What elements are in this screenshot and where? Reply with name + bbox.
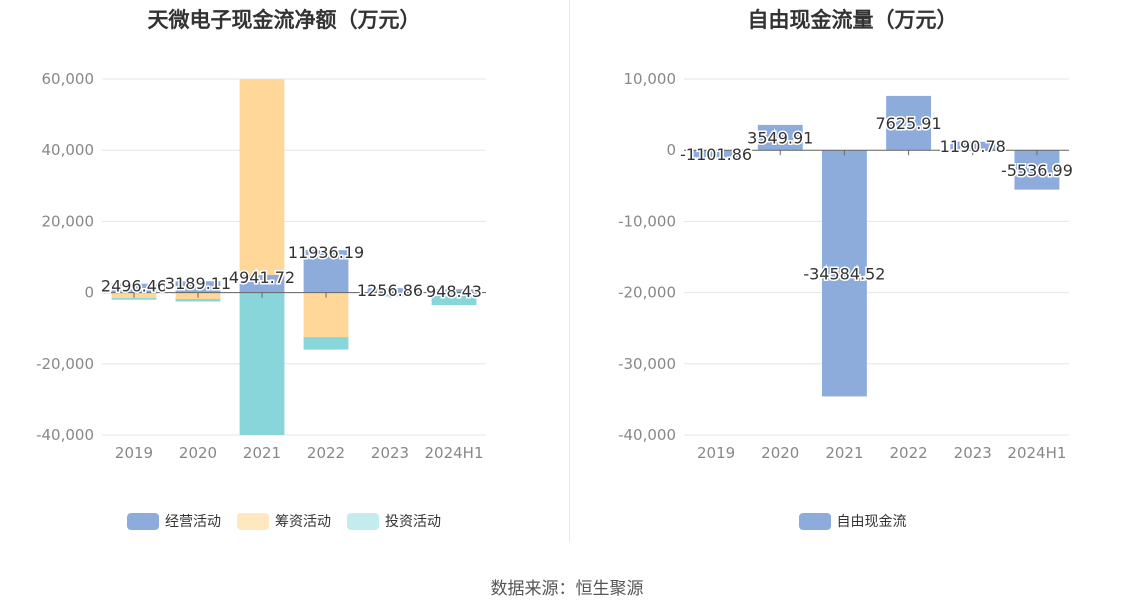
y-tick-label: -10,000 [618,212,676,230]
legend-swatch [127,512,159,530]
bar [950,141,996,151]
cash-flow-plot: 60,000 40,000 20,000 0 -20,000 -40,000 2019 202… [36,70,486,462]
free-cash-flow-chart: 自由现金流量（万元） 10,000 0 -10,000 -20,000 -30,000 -… [571,0,1134,545]
bar-investing [111,297,157,300]
chart-title: 天微电子现金流净额（万元） [147,8,421,32]
data-label: -34584.52 [803,264,885,283]
data-label: 3549.91 [747,129,813,148]
data-label: 3189.11 [165,274,231,293]
data-label: 7625.91 [875,114,941,133]
x-tick-label: 2020 [761,444,799,462]
data-label: 11936.19 [288,243,364,262]
legend-item-free-cash-flow[interactable]: 自由现金流 [798,511,907,531]
chart-title: 自由现金流量（万元） [747,8,958,32]
legend-item-investing[interactable]: 投资活动 [347,511,441,531]
legend-label: 自由现金流 [836,514,907,530]
y-tick-label: 20,000 [42,212,95,230]
data-label: 2496.46 [101,277,167,296]
bar-operating [303,250,349,293]
x-tick-label: 2019 [697,444,735,462]
legend-label: 经营活动 [165,514,221,530]
x-tick-label: 2021 [825,444,863,462]
x-tick-label: 2021 [243,444,281,462]
bar [886,95,932,151]
y-tick-label: 0 [84,284,94,302]
x-tick-label: 2019 [115,444,153,462]
y-tick-label: 10,000 [624,70,677,88]
panel-divider [569,0,570,542]
bar-investing [175,299,221,302]
bar-operating [367,288,413,293]
data-label: 1190.78 [940,137,1006,156]
legend-label: 筹资活动 [275,514,331,530]
bar-operating [239,275,285,293]
x-tick-label: 2024H1 [425,444,484,462]
bar [757,124,803,151]
free-cash-flow-plot: 10,000 0 -10,000 -20,000 -30,000 -40,000 2019 2… [618,70,1074,462]
y-tick-label: -40,000 [36,426,94,444]
y-tick-label: -30,000 [618,355,676,373]
bar [821,150,867,397]
legend-swatch [237,512,269,530]
y-tick-label: -20,000 [36,355,94,373]
data-label: -5536.99 [1001,161,1073,180]
x-tick-label: 2022 [889,444,927,462]
x-tick-label: 2023 [954,444,992,462]
y-tick-label: 40,000 [42,141,95,159]
y-tick-label: -20,000 [618,284,676,302]
bar-investing [303,337,349,350]
bar-financing [239,79,285,276]
bar-financing [303,292,349,338]
x-tick-label: 2023 [371,444,409,462]
data-label: 948.43 [426,282,482,301]
x-tick-label: 2020 [179,444,217,462]
legend-item-financing[interactable]: 筹资活动 [237,511,331,531]
data-label: -1101.86 [680,145,752,164]
data-label: 4941.72 [229,268,295,287]
data-source: 数据来源：恒生聚源 [490,579,644,599]
x-tick-label: 2022 [307,444,345,462]
bar [1014,150,1060,190]
x-tick-label: 2024H1 [1007,444,1066,462]
bar-investing [431,293,477,306]
bar-operating [111,283,157,293]
legend-item-operating[interactable]: 经营活动 [127,511,221,531]
data-label: 1256.86 [357,281,423,300]
legend-swatch [347,512,379,530]
y-tick-label: 60,000 [42,70,95,88]
bar-operating [175,281,221,293]
y-tick-label: 0 [666,141,676,159]
legend-label: 投资活动 [385,514,441,530]
bar-operating [431,289,477,293]
cash-flow-net-chart: 天微电子现金流净额（万元） 60,000 40,000 20,000 0 -20,000… [0,0,568,545]
y-tick-label: -40,000 [618,426,676,444]
legend: 自由现金流 [571,511,1134,531]
legend: 经营活动 筹资活动 投资活动 [0,511,568,531]
legend-swatch [798,512,831,530]
bar-investing [239,292,285,435]
